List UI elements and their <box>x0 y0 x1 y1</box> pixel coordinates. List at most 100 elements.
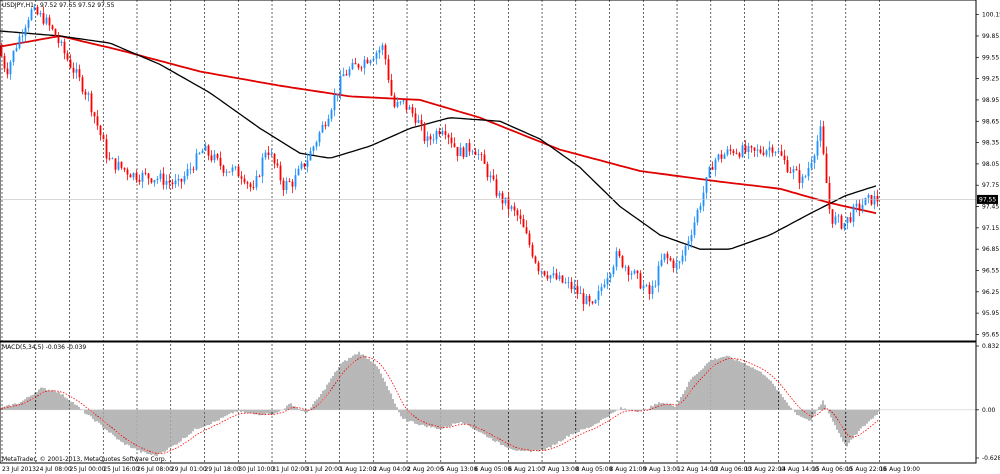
candle-body <box>366 59 369 64</box>
candle-body <box>672 260 675 268</box>
candle-body <box>129 174 132 178</box>
candle-body <box>600 287 603 291</box>
time-label: 31 Jul 02:00 <box>272 466 308 473</box>
candle-body <box>597 290 600 301</box>
candle-body <box>636 270 639 274</box>
candlestick-series <box>0 3 879 312</box>
time-label: 25 Jul 00:00 <box>70 466 106 473</box>
candle-body <box>627 266 630 275</box>
candle-body <box>81 77 84 92</box>
candle-body <box>663 253 666 261</box>
candle-body <box>840 215 843 229</box>
candle-body <box>546 275 549 279</box>
candle-body <box>561 275 564 283</box>
candle-body <box>642 285 645 289</box>
candle-body <box>753 147 756 151</box>
candle-body <box>381 45 384 50</box>
candle-body <box>510 206 513 209</box>
candle-body <box>591 301 594 304</box>
macd-tick-label: 0.832 <box>982 343 999 350</box>
candle-body <box>54 29 57 37</box>
moving-average-slow <box>0 35 877 215</box>
candle-body <box>279 165 282 181</box>
candle-body <box>783 155 786 161</box>
candle-body <box>222 165 225 173</box>
candle-body <box>255 175 258 188</box>
macd-signal-path <box>0 356 880 455</box>
candle-body <box>738 153 741 157</box>
candle-body <box>126 169 129 175</box>
candle-body <box>144 172 147 174</box>
candle-body <box>48 17 51 26</box>
candle-body <box>744 145 747 153</box>
candle-body <box>687 241 690 247</box>
candle-body <box>756 149 759 151</box>
candle-body <box>327 118 330 127</box>
candle-body <box>771 147 774 153</box>
candle-body <box>471 151 474 153</box>
candle-body <box>438 130 441 135</box>
candle-body <box>831 209 834 224</box>
candle-body <box>150 178 153 183</box>
candle-body <box>777 151 780 153</box>
time-label: 13 Aug 06:00 <box>711 466 752 473</box>
candle-body <box>18 36 21 49</box>
candle-body <box>363 59 366 68</box>
candle-body <box>807 167 810 177</box>
candle-body <box>507 197 510 209</box>
candle-body <box>789 172 792 173</box>
candle-body <box>825 153 828 183</box>
price-tick-label: 99.55 <box>982 54 999 61</box>
candle-body <box>513 206 516 211</box>
candle-body <box>204 145 207 151</box>
candle-body <box>198 153 201 154</box>
candle-body <box>720 154 723 159</box>
candle-body <box>57 36 60 44</box>
candle-body <box>570 281 573 290</box>
candle-body <box>138 179 141 182</box>
candle-body <box>708 167 711 178</box>
time-label: 14 Aug 14:00 <box>778 466 819 473</box>
candle-body <box>474 151 477 155</box>
candle-body <box>537 262 540 272</box>
candle-body <box>588 295 591 302</box>
candle-body <box>27 19 30 28</box>
candle-body <box>39 13 42 15</box>
price-tick-label: 96.25 <box>982 289 999 296</box>
candle-body <box>765 150 768 155</box>
candle-body <box>669 258 672 261</box>
candle-body <box>15 48 18 51</box>
candle-body <box>501 193 504 204</box>
candle-body <box>189 168 192 170</box>
candle-body <box>573 286 576 290</box>
candle-body <box>162 173 165 185</box>
candle-body <box>87 93 90 95</box>
price-tick-label: 99.85 <box>982 33 999 40</box>
candle-body <box>516 210 519 216</box>
candle-body <box>819 126 822 141</box>
candle-body <box>609 274 612 279</box>
time-label: 26 Jul 08:00 <box>137 466 173 473</box>
candle-body <box>3 56 6 69</box>
price-tick-label: 95.95 <box>982 310 999 317</box>
candle-body <box>690 235 693 242</box>
time-label: 9 Aug 13:00 <box>643 466 680 473</box>
candle-body <box>297 168 300 176</box>
candle-body <box>405 100 408 110</box>
candle-body <box>42 13 45 24</box>
time-label: 1 Aug 12:00 <box>340 466 377 473</box>
candle-body <box>330 110 333 119</box>
candle-body <box>174 180 177 185</box>
candle-body <box>603 284 606 288</box>
candle-body <box>804 176 807 178</box>
candle-body <box>249 183 252 188</box>
candle-body <box>351 62 354 70</box>
candle-body <box>852 206 855 222</box>
time-label: 6 Aug 21:00 <box>508 466 545 473</box>
candle-body <box>267 152 270 156</box>
candle-body <box>321 124 324 133</box>
price-tick-label: 100.15 <box>982 12 1000 19</box>
candle-body <box>630 273 633 275</box>
